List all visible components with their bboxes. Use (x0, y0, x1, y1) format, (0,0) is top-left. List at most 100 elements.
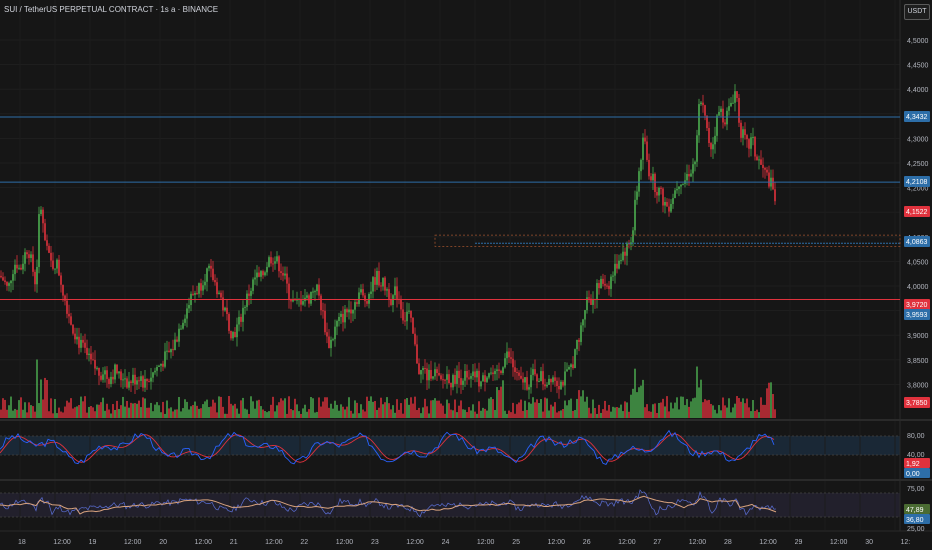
volume-bar (24, 402, 26, 418)
candle-body (66, 300, 68, 314)
candle-body (108, 378, 110, 384)
candle-body (388, 289, 390, 300)
volume-bar (472, 404, 474, 418)
volume-bar (488, 398, 490, 418)
volume-bar (236, 408, 238, 418)
candle-body (574, 349, 576, 369)
candle-body (698, 104, 700, 136)
pane-separators (0, 0, 932, 532)
volume-bar (158, 405, 160, 418)
candle-body (532, 369, 534, 375)
price-tick: 4,2500 (907, 161, 929, 168)
volume-bar (106, 403, 108, 418)
currency-badge[interactable]: USDT (904, 4, 930, 20)
candle-body (340, 313, 342, 317)
candle-body (416, 344, 418, 364)
price-label: 4,1522 (906, 209, 928, 216)
candle-body (662, 188, 664, 206)
candle-body (350, 309, 352, 314)
candle-body (376, 270, 378, 285)
price-label-bg (904, 206, 930, 217)
volume-bar (746, 398, 748, 418)
volume-bar (336, 404, 338, 418)
volume-bar (282, 400, 284, 418)
volume-bar (658, 403, 660, 418)
volume-bar (484, 408, 486, 418)
candle-body (422, 368, 424, 371)
price-label: 4,2108 (906, 179, 928, 186)
volume-bar (244, 408, 246, 418)
volume-bar (532, 397, 534, 418)
candle-body (72, 324, 74, 334)
candle-body (456, 370, 458, 384)
candle-body (130, 381, 132, 383)
candle-body (676, 188, 678, 191)
candle-body (94, 359, 96, 369)
volume-bar (230, 403, 232, 418)
volume-bar (634, 368, 636, 418)
rsi-label: 47,89 (906, 507, 924, 514)
candle-body (374, 277, 376, 285)
candle-body (296, 299, 298, 301)
candle-body (138, 380, 140, 382)
volume-bar (274, 411, 276, 418)
volume-bar (206, 399, 208, 418)
volume-bar (166, 400, 168, 418)
volume-bar (328, 407, 330, 418)
volume-bar (586, 396, 588, 418)
price-axis[interactable]: 4,50004,45004,40004,35004,30004,25004,20… (904, 38, 930, 533)
volume-bar (248, 413, 250, 418)
volume-bar (286, 413, 288, 418)
volume-bar (436, 400, 438, 418)
volume-bar (580, 396, 582, 418)
candle-body (636, 191, 638, 200)
volume-bar (460, 400, 462, 418)
volume-bar (294, 398, 296, 418)
candle-body (666, 201, 668, 207)
volume-bar (266, 412, 268, 418)
volume-bar (176, 409, 178, 418)
volume-bar (66, 400, 68, 418)
volume-bar (30, 405, 32, 418)
candle-body (442, 379, 444, 381)
candle-body (572, 364, 574, 369)
symbol-title[interactable]: SUI / TetherUS PERPETUAL CONTRACT · 1s a… (4, 5, 219, 14)
candle-body (660, 187, 662, 189)
candle-body (16, 264, 18, 269)
volume-bar (412, 403, 414, 418)
time-axis[interactable]: 18 12:00 19 12:00 20 12:00 21 12:00 22 12:00 23 12:… (18, 539, 910, 546)
candle-body (678, 186, 680, 189)
volume-bar (614, 407, 616, 418)
candle-body (476, 370, 478, 378)
candle-body (396, 286, 398, 299)
price-tick: 4,5000 (907, 38, 929, 45)
volume-bar (560, 410, 562, 418)
volume-bar (652, 404, 654, 418)
volume-bar (686, 399, 688, 418)
candle-body (732, 102, 734, 104)
volume-bar (200, 408, 202, 418)
candle-body (132, 374, 134, 383)
candle-body (762, 164, 764, 168)
volume-bar (92, 407, 94, 418)
candle-body (478, 370, 480, 387)
rsi-indicator (0, 489, 900, 518)
candle-body (608, 285, 610, 289)
candle-body (326, 332, 328, 337)
volume-bar (228, 396, 230, 418)
candle-body (692, 164, 694, 174)
volume-bar (340, 404, 342, 418)
candle-body (112, 376, 114, 380)
volume-bar (352, 413, 354, 418)
volume-bar (704, 399, 706, 418)
candle-body (604, 283, 606, 286)
candle-body (52, 260, 54, 269)
candle-body (202, 285, 204, 291)
candle-body (26, 252, 28, 255)
volume-bar (332, 408, 334, 418)
volume-bar (528, 402, 530, 418)
volume-bar (650, 411, 652, 418)
volume-bar (208, 407, 210, 418)
